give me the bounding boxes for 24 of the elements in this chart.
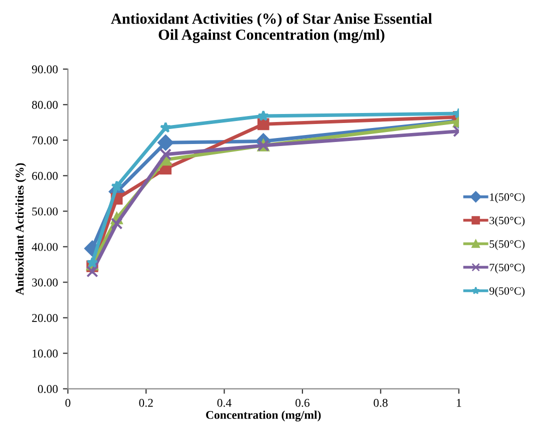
y-tick-label: 40.00 — [32, 242, 58, 251]
x-axis-title: Concentration (mg/ml) — [206, 410, 321, 422]
legend-label: 1(50°C) — [490, 192, 525, 204]
y-tick-label: 50.00 — [32, 207, 58, 216]
legend-label: 9(50°C) — [489, 286, 525, 297]
x-tick-label: 0 — [65, 398, 70, 407]
y-tick-label: 20.00 — [32, 314, 58, 322]
y-tick-label: 0.00 — [38, 385, 58, 394]
y-tick-label: 60.00 — [32, 172, 58, 180]
y-tick-label: 30.00 — [32, 278, 58, 287]
y-tick-label: 80.00 — [32, 100, 58, 109]
legend-label: 5(50°C) — [490, 240, 525, 250]
x-tick-label: 1 — [456, 398, 462, 407]
x-tick-label: 0.2 — [139, 398, 153, 407]
y-axis-title: Antioxidant Activities (%) — [15, 163, 26, 296]
x-tick-label: 0.4 — [217, 398, 232, 407]
legend-label: 7(50°C) — [490, 263, 525, 274]
y-tick-label: 90.00 — [32, 65, 58, 74]
y-tick-label: 70.00 — [32, 136, 58, 144]
legend-label: 3(50°C) — [490, 216, 525, 227]
chart-title: Antioxidant Activities (%) of Star Anise Essential Oil Against Concentration (mg/ml) — [110, 12, 432, 44]
x-tick-label: 0.6 — [296, 398, 310, 407]
x-tick-label: 0.8 — [374, 398, 388, 407]
y-tick-label: 10.00 — [32, 350, 58, 358]
